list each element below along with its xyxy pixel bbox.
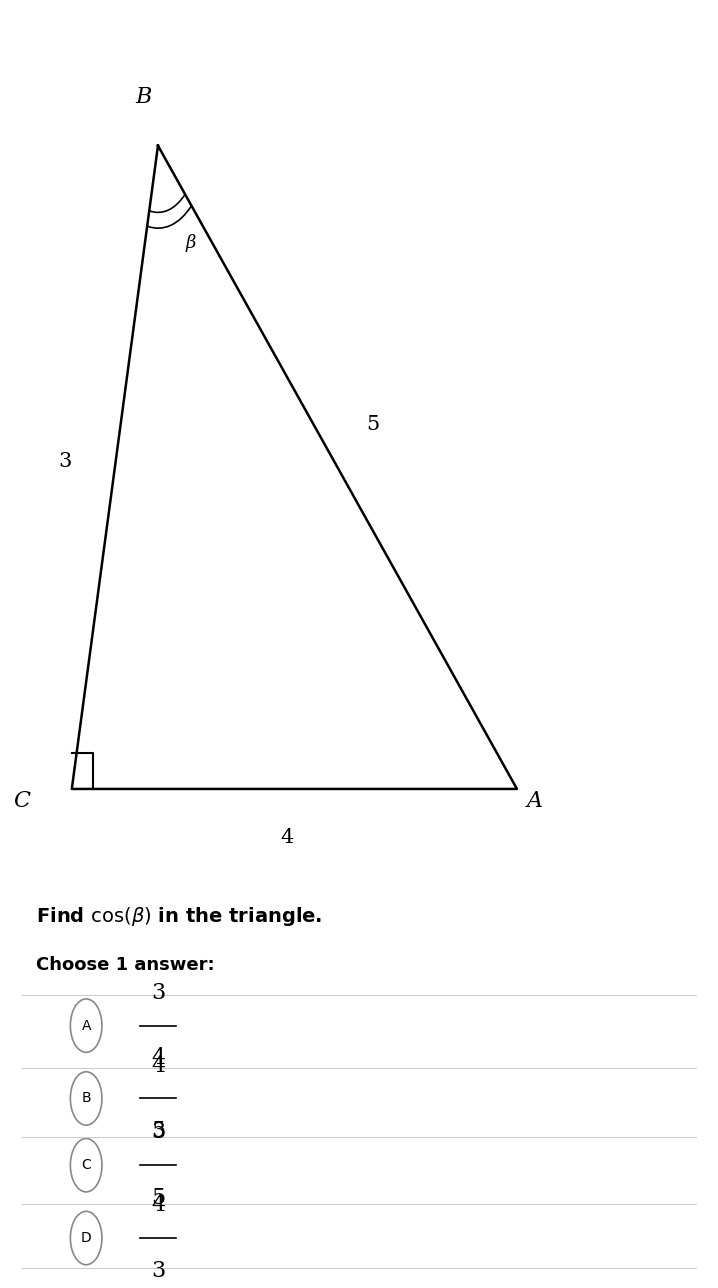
Text: D: D	[81, 1231, 91, 1245]
Text: 4: 4	[151, 1194, 165, 1216]
Text: A: A	[527, 790, 543, 811]
Text: 3: 3	[151, 1122, 165, 1144]
Text: 3: 3	[58, 452, 71, 470]
Text: C: C	[13, 790, 30, 811]
Text: 5: 5	[151, 1121, 165, 1142]
Text: C: C	[81, 1158, 91, 1172]
Text: B: B	[136, 86, 151, 108]
Text: 5: 5	[151, 1188, 165, 1209]
Text: 4: 4	[281, 828, 294, 848]
Text: A: A	[81, 1019, 91, 1033]
Text: Find $\cos(\beta)$ in the triangle.: Find $\cos(\beta)$ in the triangle.	[36, 905, 322, 927]
Text: β: β	[185, 233, 195, 251]
Text: 4: 4	[151, 1047, 165, 1069]
Text: 3: 3	[151, 1260, 165, 1282]
Text: 3: 3	[151, 981, 165, 1003]
Text: 5: 5	[367, 415, 380, 434]
Text: B: B	[81, 1091, 91, 1105]
Text: Choose 1 answer:: Choose 1 answer:	[36, 956, 215, 974]
Text: 4: 4	[151, 1055, 165, 1077]
